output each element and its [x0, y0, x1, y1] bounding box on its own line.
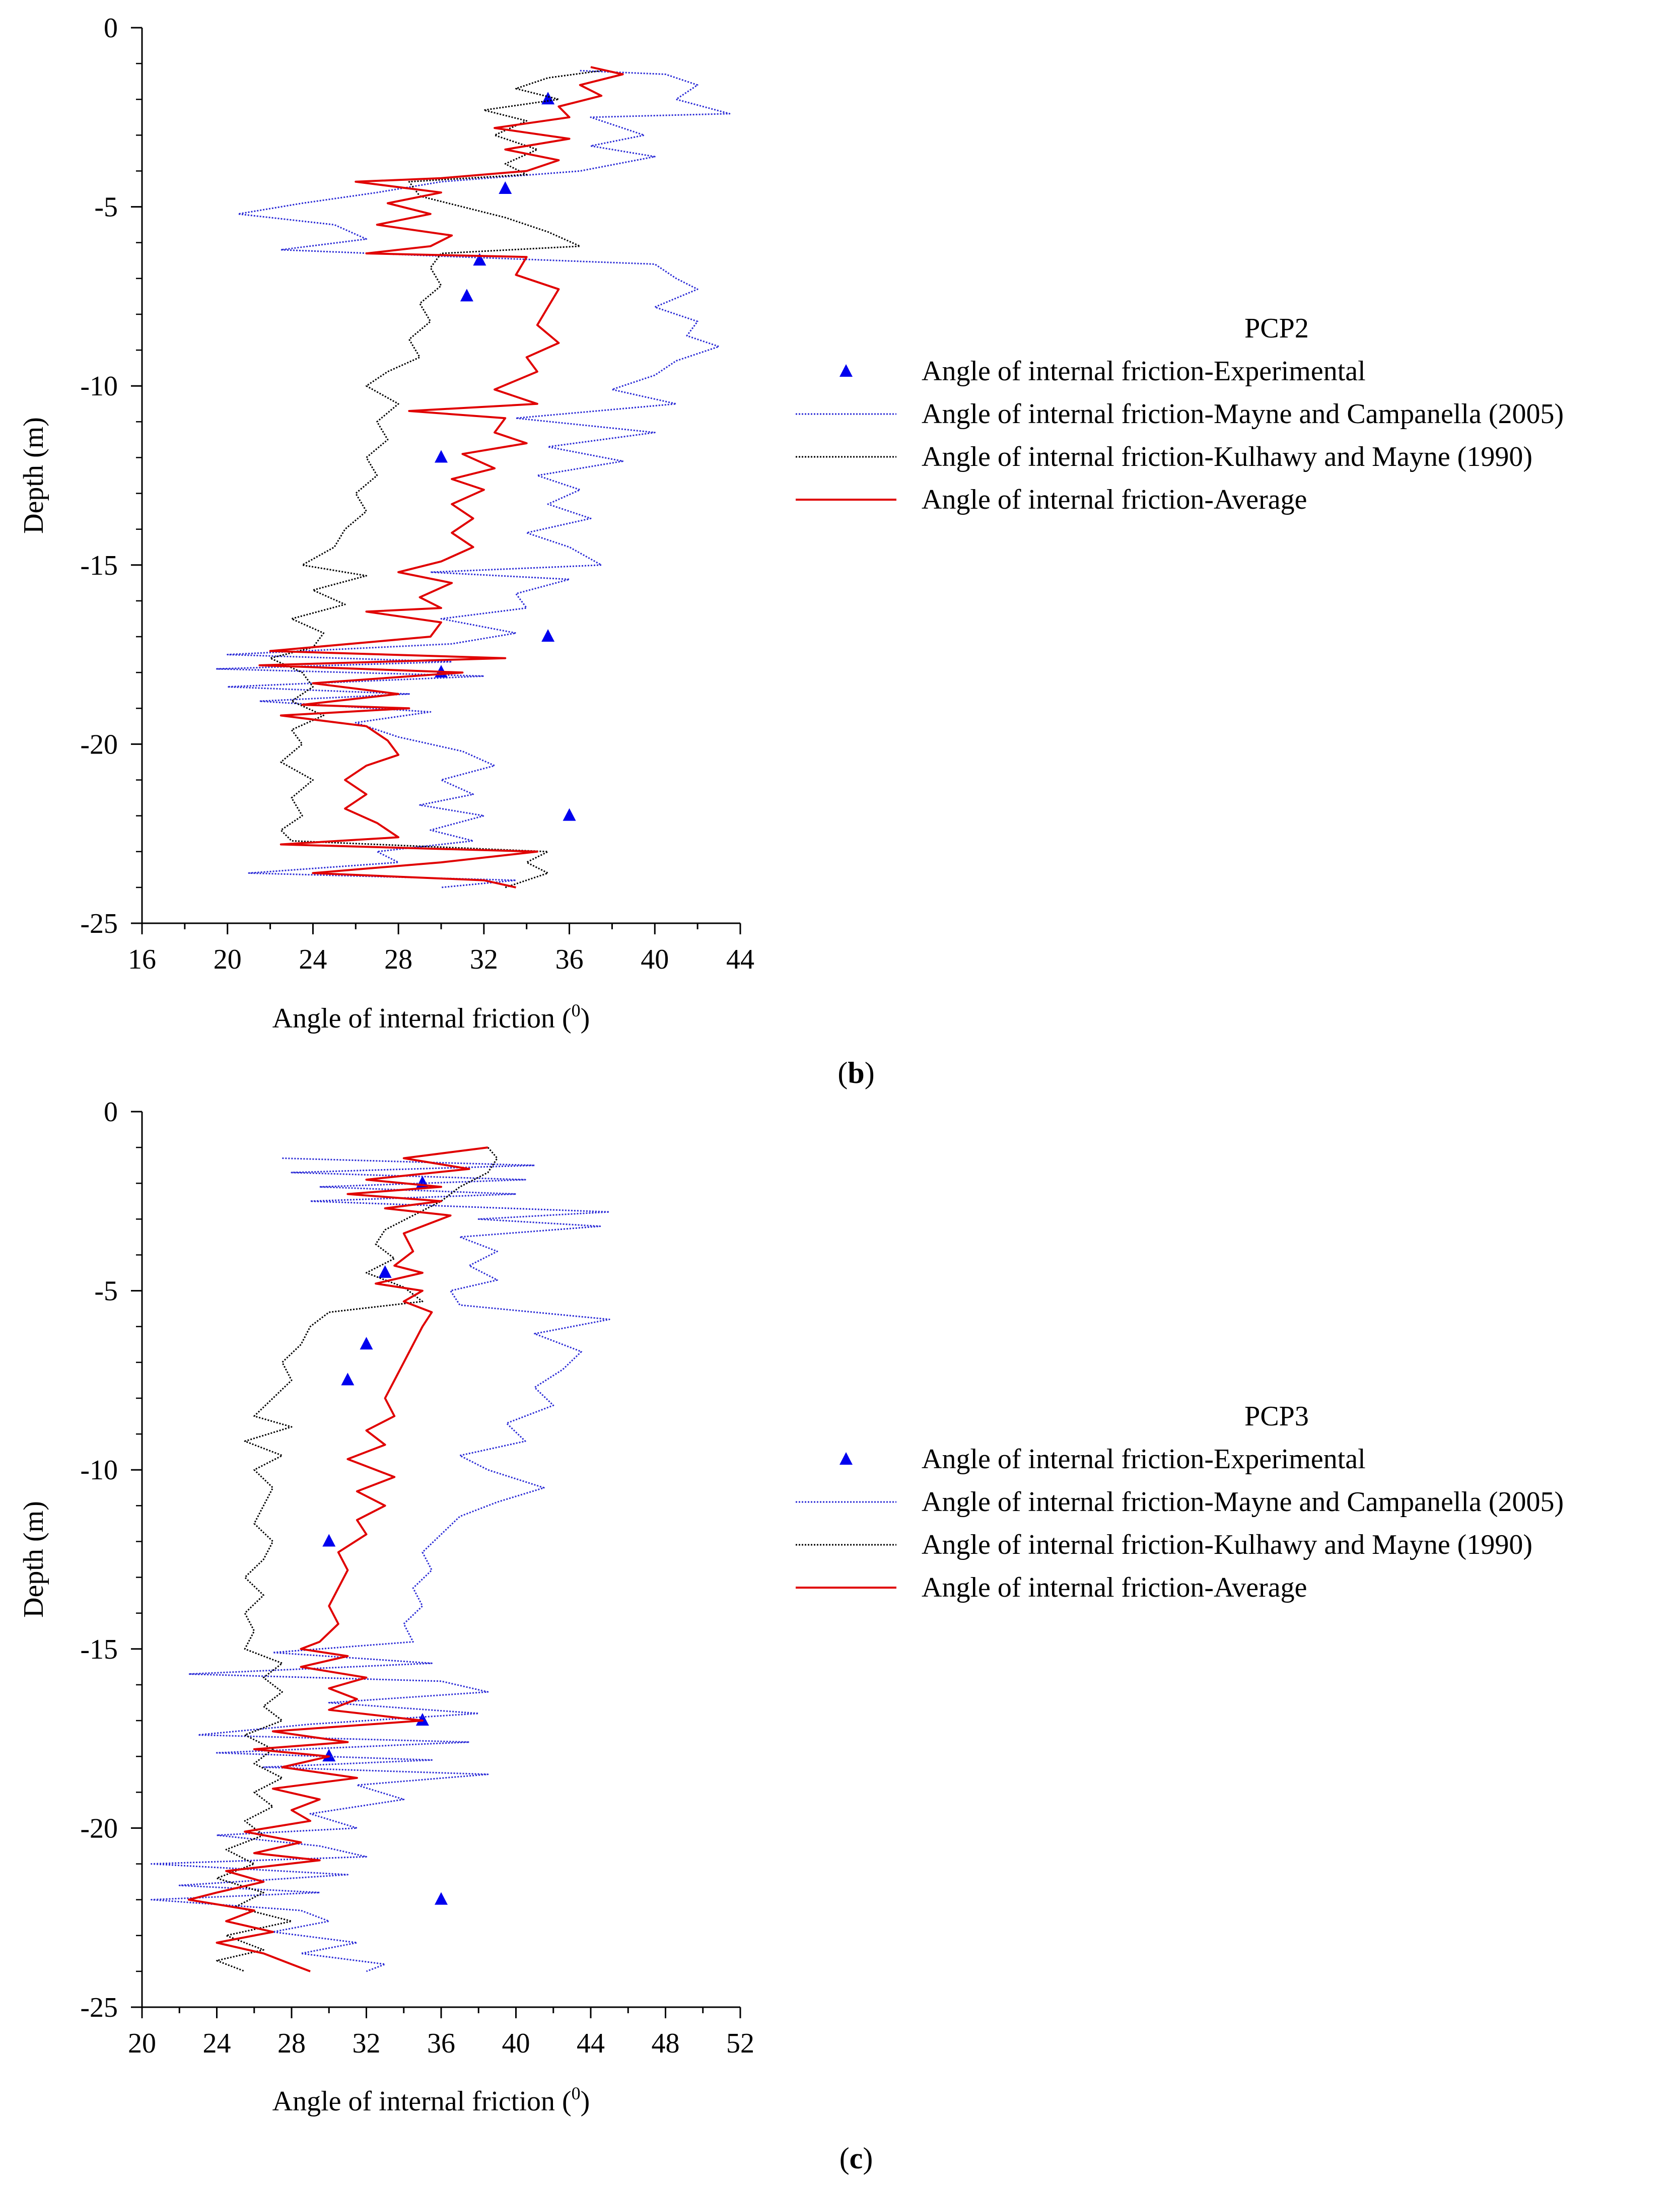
experimental-marker — [322, 1534, 336, 1547]
chart-pcp3: 20 24 28 32 36 40 44 48 52 0 -5 -10 -15 -20 -25 Angle o… — [18, 1097, 1564, 2175]
y-axis-title: Depth (m) — [18, 417, 49, 534]
x-tick-label: 44 — [726, 944, 754, 975]
experimental-marker — [541, 629, 555, 642]
x-tick-label: 48 — [652, 2028, 680, 2059]
x-tick-label: 36 — [555, 944, 584, 975]
legend-label-experimental: Angle of internal friction-Experimental — [922, 1444, 1366, 1475]
legend-experimental-marker — [839, 364, 853, 377]
x-tick-label: 32 — [353, 2028, 381, 2059]
y-tick-label: -25 — [80, 908, 118, 939]
x-axis-title-close: ) — [581, 1003, 590, 1034]
experimental-marker — [460, 289, 473, 302]
y-tick-label: -5 — [94, 1276, 118, 1307]
y-tick-label: 0 — [104, 1097, 118, 1128]
experimental-marker — [435, 450, 448, 463]
x-tick-label: 52 — [726, 2028, 754, 2059]
experimental-marker — [415, 1713, 429, 1726]
average-line — [187, 1146, 488, 1972]
legend-experimental-marker — [839, 1452, 853, 1465]
x-tick-label: 28 — [277, 2028, 306, 2059]
experimental-marker — [499, 181, 512, 194]
average-line — [258, 66, 624, 888]
legend-label-experimental: Angle of internal friction-Experimental — [922, 356, 1366, 387]
y-tick-label: -20 — [80, 729, 118, 760]
x-tick-label: 28 — [384, 944, 412, 975]
legend-label-mayne: Angle of internal friction-Mayne and Cam… — [922, 398, 1564, 430]
x-axis-title-text: Angle of internal friction ( — [272, 1003, 572, 1034]
experimental-marker — [341, 1373, 355, 1386]
panel-label: (b) — [837, 1056, 874, 1089]
legend-label-average: Angle of internal friction-Average — [922, 1572, 1307, 1603]
y-tick-label: -25 — [80, 1992, 118, 2023]
x-tick-label: 20 — [214, 944, 242, 975]
x-tick-label: 16 — [128, 944, 156, 975]
panel-label-open: ( — [839, 2142, 850, 2175]
legend-title: PCP3 — [1244, 1401, 1309, 1432]
mayne-line — [151, 1157, 610, 1972]
experimental-marker — [378, 1265, 392, 1278]
experimental-marker — [322, 1749, 336, 1762]
y-tick-label: -20 — [80, 1813, 118, 1844]
experimental-marker — [473, 253, 486, 266]
panel-label: (c) — [839, 2142, 873, 2175]
x-axis-title-superscript: 0 — [572, 2083, 581, 2103]
y-axis-title: Depth (m) — [18, 1501, 49, 1618]
x-axis-title-text: Angle of internal friction ( — [272, 2086, 572, 2117]
x-axis-title-superscript: 0 — [572, 1000, 581, 1020]
y-tick-label: 0 — [104, 13, 118, 44]
experimental-marker — [360, 1337, 373, 1350]
legend-label-kulhawy: Angle of internal friction-Kulhawy and M… — [922, 1529, 1532, 1560]
mayne-line — [216, 70, 731, 888]
x-axis-title: Angle of internal friction (0) — [272, 1000, 590, 1034]
x-tick-label: 24 — [203, 2028, 231, 2059]
panel-label-close: ) — [865, 1056, 875, 1089]
y-tick-label: -10 — [80, 1455, 118, 1486]
panel-label-letter: b — [848, 1056, 864, 1089]
x-tick-label: 40 — [641, 944, 669, 975]
experimental-marker — [541, 92, 555, 105]
y-tick-label: -15 — [80, 1634, 118, 1665]
x-tick-label: 40 — [502, 2028, 530, 2059]
x-axis-title-close: ) — [581, 2086, 590, 2117]
panel-label-open: ( — [837, 1056, 848, 1089]
legend-label-mayne: Angle of internal friction-Mayne and Cam… — [922, 1486, 1564, 1518]
x-tick-label: 44 — [577, 2028, 605, 2059]
x-tick-label: 24 — [299, 944, 327, 975]
panel-label-letter: c — [850, 2142, 863, 2175]
experimental-marker — [435, 1892, 448, 1905]
panel-label-close: ) — [863, 2142, 873, 2175]
kulhawy-line — [216, 1147, 498, 1972]
legend-title: PCP2 — [1244, 313, 1309, 344]
y-tick-label: -15 — [80, 550, 118, 581]
x-tick-label: 36 — [427, 2028, 455, 2059]
y-tick-label: -10 — [80, 371, 118, 402]
x-axis-title: Angle of internal friction (0) — [272, 2083, 590, 2117]
chart-pcp2: 16 20 24 28 32 36 40 44 0 -5 -10 -15 -20 -25 Angle of … — [18, 13, 1564, 1089]
legend-label-kulhawy: Angle of internal friction-Kulhawy and M… — [922, 441, 1532, 472]
y-tick-label: -5 — [94, 192, 118, 223]
x-tick-label: 20 — [128, 2028, 156, 2059]
experimental-marker — [563, 808, 576, 821]
legend-label-average: Angle of internal friction-Average — [922, 484, 1307, 515]
x-tick-label: 32 — [470, 944, 498, 975]
kulhawy-line — [269, 70, 602, 888]
